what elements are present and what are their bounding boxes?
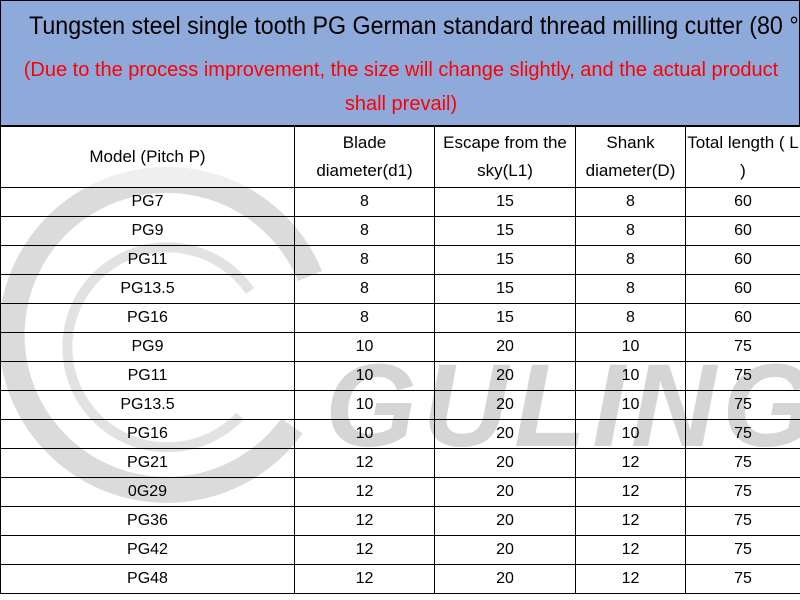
cell-total-length: 75 — [685, 419, 800, 449]
cell-model: PG36 — [0, 506, 295, 536]
cell-shank-diameter: 12 — [575, 477, 686, 507]
cell-total-length: 75 — [685, 535, 800, 565]
cell-total-length: 75 — [685, 448, 800, 478]
cell-blade-diameter: 10 — [294, 419, 435, 449]
cell-escape-length: 15 — [434, 187, 576, 217]
table-row: PG9 8 15 8 60 — [0, 216, 800, 246]
header-model: Model (Pitch P) — [0, 126, 295, 188]
cell-blade-diameter: 12 — [294, 448, 435, 478]
cell-shank-diameter: 8 — [575, 245, 686, 275]
cell-shank-diameter: 8 — [575, 216, 686, 246]
cell-escape-length: 20 — [434, 332, 576, 362]
cell-shank-diameter: 12 — [575, 448, 686, 478]
cell-model: PG9 — [0, 332, 295, 362]
cell-shank-diameter: 10 — [575, 332, 686, 362]
table-header-row: Model (Pitch P) Blade diameter(d1) Escap… — [0, 126, 800, 188]
cell-model: PG16 — [0, 419, 295, 449]
cell-escape-length: 15 — [434, 216, 576, 246]
cell-shank-diameter: 12 — [575, 506, 686, 536]
cell-model: PG11 — [0, 361, 295, 391]
table-row: PG13.5 8 15 8 60 — [0, 274, 800, 304]
table-row: PG16 10 20 10 75 — [0, 419, 800, 449]
cell-model: PG48 — [0, 564, 295, 594]
cell-blade-diameter: 8 — [294, 187, 435, 217]
cell-model: PG7 — [0, 187, 295, 217]
cell-blade-diameter: 8 — [294, 245, 435, 275]
page-title: Tungsten steel single tooth PG German st… — [29, 12, 800, 40]
cell-escape-length: 20 — [434, 535, 576, 565]
cell-escape-length: 20 — [434, 419, 576, 449]
cell-blade-diameter: 10 — [294, 332, 435, 362]
cell-escape-length: 20 — [434, 477, 576, 507]
table-row: PG42 12 20 12 75 — [0, 535, 800, 565]
table-row: PG11 8 15 8 60 — [0, 245, 800, 275]
cell-shank-diameter: 10 — [575, 419, 686, 449]
cell-escape-length: 20 — [434, 361, 576, 391]
cell-blade-diameter: 10 — [294, 361, 435, 391]
disclaimer-note: (Due to the process improvement, the siz… — [23, 59, 779, 115]
cell-total-length: 75 — [685, 390, 800, 420]
cell-escape-length: 15 — [434, 245, 576, 275]
cell-escape-length: 20 — [434, 506, 576, 536]
header-blade-diameter: Blade diameter(d1) — [294, 126, 435, 188]
cell-total-length: 60 — [685, 216, 800, 246]
cell-blade-diameter: 8 — [294, 274, 435, 304]
cell-total-length: 75 — [685, 477, 800, 507]
table-row: PG48 12 20 12 75 — [0, 564, 800, 594]
cell-blade-diameter: 12 — [294, 506, 435, 536]
cell-shank-diameter: 12 — [575, 535, 686, 565]
cell-blade-diameter: 10 — [294, 390, 435, 420]
spec-table: Model (Pitch P) Blade diameter(d1) Escap… — [0, 126, 800, 594]
cell-blade-diameter: 12 — [294, 477, 435, 507]
cell-shank-diameter: 8 — [575, 187, 686, 217]
table-row: 0G29 12 20 12 75 — [0, 477, 800, 507]
cell-shank-diameter: 8 — [575, 274, 686, 304]
cell-model: PG13.5 — [0, 390, 295, 420]
header-escape-length: Escape from the sky(L1) — [434, 126, 576, 188]
cell-shank-diameter: 10 — [575, 361, 686, 391]
cell-shank-diameter: 8 — [575, 303, 686, 333]
title-banner: Tungsten steel single tooth PG German st… — [0, 0, 800, 126]
cell-escape-length: 20 — [434, 564, 576, 594]
table-row: PG21 12 20 12 75 — [0, 448, 800, 478]
cell-escape-length: 20 — [434, 448, 576, 478]
cell-total-length: 75 — [685, 506, 800, 536]
cell-total-length: 75 — [685, 361, 800, 391]
cell-escape-length: 20 — [434, 390, 576, 420]
cell-blade-diameter: 12 — [294, 564, 435, 594]
cell-total-length: 75 — [685, 332, 800, 362]
cell-shank-diameter: 10 — [575, 390, 686, 420]
cell-blade-diameter: 12 — [294, 535, 435, 565]
cell-escape-length: 15 — [434, 303, 576, 333]
cell-model: 0G29 — [0, 477, 295, 507]
cell-total-length: 60 — [685, 274, 800, 304]
cell-shank-diameter: 12 — [575, 564, 686, 594]
cell-blade-diameter: 8 — [294, 216, 435, 246]
cell-model: PG11 — [0, 245, 295, 275]
table-row: PG36 12 20 12 75 — [0, 506, 800, 536]
cell-total-length: 60 — [685, 303, 800, 333]
cell-model: PG9 — [0, 216, 295, 246]
cell-total-length: 60 — [685, 245, 800, 275]
table-row: PG13.5 10 20 10 75 — [0, 390, 800, 420]
cell-escape-length: 15 — [434, 274, 576, 304]
header-total-length: Total length ( L ) — [685, 126, 800, 188]
table-row: PG9 10 20 10 75 — [0, 332, 800, 362]
table-row: PG7 8 15 8 60 — [0, 187, 800, 217]
cell-total-length: 60 — [685, 187, 800, 217]
cell-model: PG13.5 — [0, 274, 295, 304]
cell-model: PG42 — [0, 535, 295, 565]
cell-blade-diameter: 8 — [294, 303, 435, 333]
cell-model: PG16 — [0, 303, 295, 333]
table-row: PG16 8 15 8 60 — [0, 303, 800, 333]
header-shank-diameter: Shank diameter(D) — [575, 126, 686, 188]
table-row: PG11 10 20 10 75 — [0, 361, 800, 391]
cell-model: PG21 — [0, 448, 295, 478]
cell-total-length: 75 — [685, 564, 800, 594]
